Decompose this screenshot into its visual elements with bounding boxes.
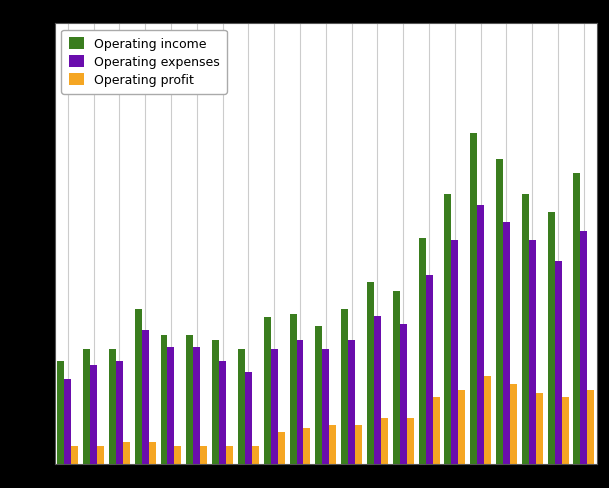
- Bar: [64, 379, 71, 464]
- Bar: [135, 309, 142, 464]
- Bar: [407, 418, 414, 464]
- Bar: [271, 349, 278, 464]
- Bar: [393, 291, 400, 464]
- Bar: [536, 393, 543, 464]
- Bar: [278, 432, 284, 464]
- Bar: [355, 425, 362, 464]
- Bar: [484, 376, 491, 464]
- Bar: [289, 314, 297, 464]
- Bar: [123, 443, 130, 464]
- Bar: [297, 341, 303, 464]
- Legend: Operating income, Operating expenses, Operating profit: Operating income, Operating expenses, Op…: [61, 31, 227, 95]
- Bar: [451, 241, 459, 464]
- Bar: [496, 160, 503, 464]
- Bar: [71, 446, 78, 464]
- Bar: [167, 347, 174, 464]
- Bar: [426, 276, 432, 464]
- Bar: [522, 195, 529, 464]
- Bar: [97, 446, 104, 464]
- Bar: [149, 443, 155, 464]
- Bar: [174, 446, 181, 464]
- Bar: [477, 205, 484, 464]
- Bar: [212, 341, 219, 464]
- Bar: [219, 362, 226, 464]
- Bar: [547, 212, 555, 464]
- Bar: [264, 318, 271, 464]
- Bar: [200, 446, 207, 464]
- Bar: [580, 232, 588, 464]
- Bar: [193, 347, 200, 464]
- Bar: [90, 365, 97, 464]
- Bar: [161, 335, 167, 464]
- Bar: [418, 239, 426, 464]
- Bar: [116, 362, 123, 464]
- Bar: [529, 241, 536, 464]
- Bar: [252, 446, 259, 464]
- Bar: [109, 349, 116, 464]
- Bar: [561, 397, 569, 464]
- Bar: [381, 418, 388, 464]
- Bar: [470, 133, 477, 464]
- Bar: [445, 195, 451, 464]
- Bar: [245, 372, 252, 464]
- Bar: [367, 283, 374, 464]
- Bar: [226, 446, 233, 464]
- Bar: [57, 362, 64, 464]
- Bar: [510, 385, 517, 464]
- Bar: [588, 390, 594, 464]
- Bar: [374, 316, 381, 464]
- Bar: [574, 174, 580, 464]
- Bar: [348, 341, 355, 464]
- Bar: [322, 349, 329, 464]
- Bar: [459, 390, 465, 464]
- Bar: [238, 349, 245, 464]
- Bar: [83, 349, 90, 464]
- Bar: [142, 330, 149, 464]
- Bar: [186, 335, 193, 464]
- Bar: [303, 428, 311, 464]
- Bar: [400, 325, 407, 464]
- Bar: [432, 397, 440, 464]
- Bar: [555, 262, 561, 464]
- Bar: [341, 309, 348, 464]
- Bar: [329, 425, 336, 464]
- Bar: [503, 223, 510, 464]
- Bar: [315, 326, 322, 464]
